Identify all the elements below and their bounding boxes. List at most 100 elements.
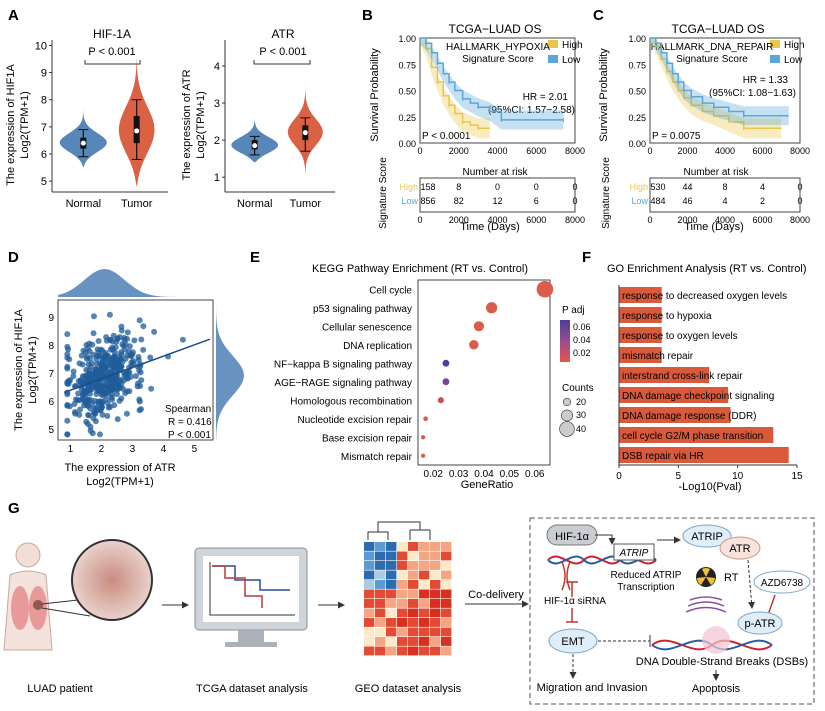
patient-head: [15, 542, 41, 568]
count-legend-dot: [561, 409, 573, 422]
scatter-point: [116, 334, 123, 341]
pathway-label: Nucleotide excision repair: [297, 415, 412, 426]
panel-letter-e: E: [250, 249, 260, 266]
hazard-ratio: HR = 1.33: [743, 75, 789, 86]
stat-method: Spearman: [165, 404, 211, 415]
go-term-label: DSB repair via HR: [622, 451, 704, 462]
y-tick-label: 1: [214, 172, 220, 184]
heatmap-cell: [419, 542, 430, 551]
padj-tick: 0.02: [573, 348, 591, 358]
risk-x-tick: 0: [647, 215, 652, 225]
pathway-label: Base excision repair: [322, 433, 413, 444]
enrichment-dot: [536, 280, 554, 298]
scatter-point: [94, 346, 101, 353]
scatter-point: [108, 396, 115, 403]
scatter-point: [70, 373, 77, 380]
x-tick-label: 1: [68, 444, 74, 455]
y-tick-label: 0.75: [398, 60, 416, 70]
x-tick-label: 5: [192, 444, 198, 455]
scatter-point: [64, 431, 71, 438]
risk-row-label: Low: [631, 196, 648, 206]
km-pvalue: P < 0.0001: [422, 131, 471, 142]
heatmap-cell: [386, 542, 397, 551]
heatmap-cell: [441, 637, 452, 646]
go-term-label: cell cycle G2/M phase transition: [622, 431, 763, 442]
heatmap-cell: [419, 646, 430, 656]
risk-value: 6: [534, 196, 539, 206]
scatter-point: [64, 417, 71, 424]
risk-row-label: Low: [401, 196, 418, 206]
plot-frame: [417, 279, 551, 466]
x-tick-label: 10: [732, 471, 744, 482]
x-tick-label: 6000: [752, 146, 772, 156]
y-tick-label: 0.50: [628, 87, 646, 97]
azd-oval: [753, 570, 811, 594]
heatmap-cell: [419, 580, 430, 589]
survival-curve-low: [420, 37, 564, 121]
heatmap-cell: [386, 570, 397, 580]
plot-frame: [649, 37, 801, 144]
transcription-label: Transcription: [617, 582, 674, 593]
scatter-point: [138, 406, 145, 413]
risk-value: 44: [682, 182, 692, 192]
tcga-label: TCGA dataset analysis: [196, 683, 308, 695]
enrichment-dot: [442, 378, 450, 386]
heatmap-cell: [419, 599, 430, 608]
zoom-line: [41, 607, 91, 617]
plot-frame: [57, 299, 214, 441]
risk-x-tick: 6000: [526, 215, 546, 225]
scatter-point: [118, 395, 125, 402]
legend-high: High: [562, 40, 583, 51]
scatter-point: [121, 334, 128, 341]
heatmap-cell: [408, 570, 419, 580]
x-tick-label: 2000: [449, 146, 469, 156]
atrip-label: ATRIP: [691, 531, 723, 543]
heatmap-cell: [408, 589, 419, 599]
scatter-point: [106, 370, 113, 377]
scatter-point: [122, 341, 129, 348]
heatmap-cell: [430, 580, 441, 589]
count-label: 30: [576, 410, 586, 420]
y-tick-label: 0.00: [628, 139, 646, 149]
x-tick-label: 2000: [677, 146, 697, 156]
scatter-point: [64, 363, 71, 370]
go-term-label: response to hypoxia: [622, 311, 712, 322]
panel-letter-a: A: [8, 7, 19, 24]
legend-swatch-high: [770, 40, 780, 48]
heatmap-cell: [441, 561, 452, 570]
heatmap-cell: [364, 618, 375, 627]
km-subtitle-2: Signature Score: [462, 54, 534, 65]
risk-value: 2: [760, 196, 765, 206]
heatmap-cell: [430, 589, 441, 599]
scatter-point: [123, 410, 130, 417]
go-term-label: response to decreased oxygen levels: [622, 291, 787, 302]
dsb-label: DNA Double-Strand Breaks (DSBs): [636, 656, 808, 668]
risk-row-label: High: [399, 182, 418, 192]
scatter-point: [106, 376, 113, 383]
scatter-point: [110, 354, 117, 361]
heatmap-cell: [397, 542, 408, 551]
go-bar-chart: GO Enrichment Analysis (RT vs. Control) …: [607, 263, 807, 493]
scatter-plot-correlation: The expression of HIF1A Log2(TPM+1) The …: [13, 269, 244, 488]
x-tick-label: Normal: [66, 198, 101, 210]
risk-value: 8: [456, 182, 461, 192]
heatmap-cell: [386, 589, 397, 599]
enrichment-dot: [442, 359, 450, 367]
risk-value: 0: [797, 182, 802, 192]
x-tick-label: 4000: [487, 146, 507, 156]
y-axis-label: Survival Probability: [369, 48, 381, 142]
scatter-point: [66, 356, 73, 363]
x-tick-label: 0.05: [500, 469, 520, 480]
scatter-point: [113, 338, 120, 345]
patient-illustration: LUAD patient: [3, 539, 153, 695]
scatter-point: [147, 354, 154, 361]
risk-value: 4: [722, 196, 727, 206]
heatmap-cell: [364, 599, 375, 608]
risk-x-tick: 8000: [565, 215, 585, 225]
violin-pvalue: P < 0.001: [259, 46, 306, 58]
scatter-point: [138, 336, 145, 343]
enrichment-dot: [420, 453, 426, 458]
km-subtitle-2: Signature Score: [676, 54, 748, 65]
heatmap-cell: [364, 570, 375, 580]
